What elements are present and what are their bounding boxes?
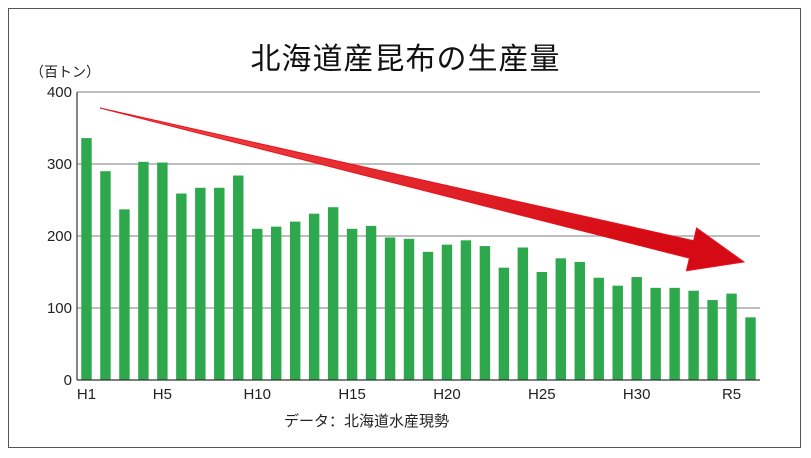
bar-H1 [81,138,92,380]
bar-H4 [138,161,149,380]
bar-H29 [612,285,623,380]
axes: 0 100 200 300 400 H1 H5 H10 H15 H20 H25 H30 R5 [47,84,760,403]
bar-R5 [726,293,737,380]
source-note: データ：北海道水産現勢 [284,412,450,430]
bar-R6 [745,317,756,380]
bars [81,138,756,380]
bar-H27 [574,261,585,380]
arrow-icon [99,107,746,272]
bar-H25 [536,272,548,380]
bar-H2 [100,171,111,380]
bar-H16 [365,225,377,380]
bar-H14 [327,207,339,380]
bar-H15 [346,228,358,380]
y-tick-label: 100 [47,300,72,317]
chart-title: 北海道産昆布の生産量 [250,42,561,77]
bar-H24 [517,247,529,380]
bar-H13 [308,213,320,380]
bar-R3 [688,290,699,380]
bar-H11 [270,226,282,380]
bar-R2 [669,287,680,380]
x-tick-label: H5 [153,386,172,403]
bar-R4 [707,300,718,380]
bar-H22 [479,246,491,380]
y-unit-label: （百トン） [30,65,100,81]
bar-H26 [555,258,567,380]
bar-H12 [289,221,301,380]
bar-H21 [460,240,472,380]
x-tick-label: H20 [433,386,461,403]
bar-H30 [631,277,642,380]
x-tick-label: R5 [722,386,741,403]
bar-H3 [119,209,130,380]
bar-H23 [498,267,510,380]
y-tick-label: 200 [47,228,72,245]
x-tick-label: H25 [528,386,556,403]
bar-H8 [214,187,225,380]
bar-H7 [195,187,206,380]
bar-H17 [384,237,396,380]
x-tick-label: H30 [623,386,651,403]
bar-H20 [441,244,453,380]
bar-H28 [593,277,604,380]
bar-H6 [176,193,187,380]
bar-H5 [157,162,168,380]
x-tick-label: H10 [243,386,271,403]
bar-H9 [233,175,244,380]
x-tick-label: H15 [338,386,366,403]
bar-H10 [252,228,263,380]
bar-R1 [650,287,661,380]
trend-arrow [99,107,746,272]
y-tick-label: 300 [47,156,72,173]
bar-H18 [403,238,415,380]
y-tick-label: 400 [47,84,72,101]
x-tick-label: H1 [77,386,96,403]
y-tick-label: 0 [64,372,72,389]
bar-H19 [422,251,434,380]
